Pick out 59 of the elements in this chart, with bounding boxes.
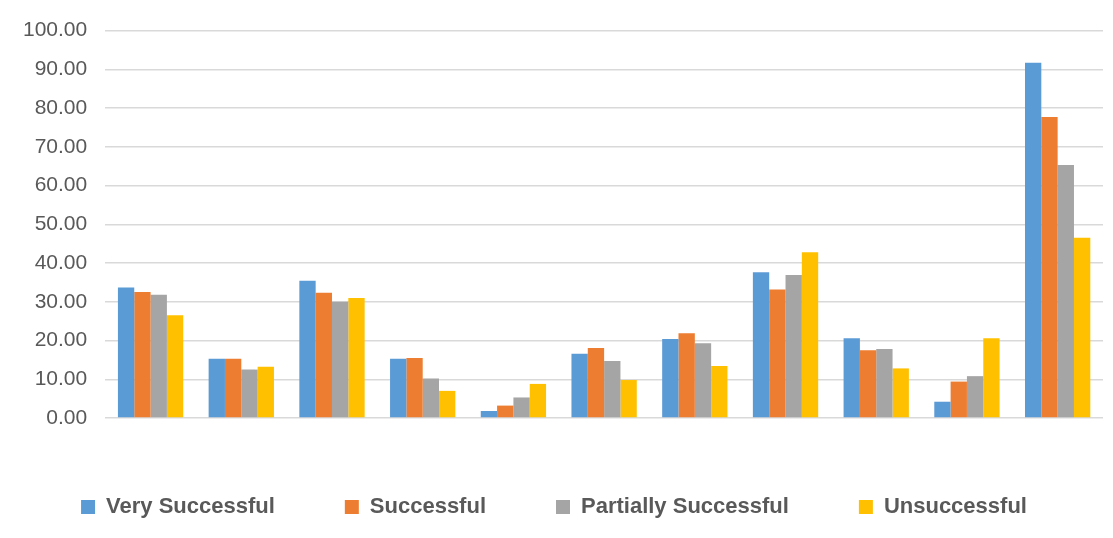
bar xyxy=(769,289,786,418)
bar xyxy=(529,383,547,418)
y-tick-label: 90.00 xyxy=(34,56,88,80)
legend-label: Partially Successful xyxy=(581,493,789,519)
legend-label: Successful xyxy=(369,493,487,519)
bar xyxy=(678,333,695,418)
bar xyxy=(208,358,225,418)
y-tick-label: 100.00 xyxy=(23,17,88,41)
bar xyxy=(439,390,456,418)
bar xyxy=(859,350,877,418)
bar xyxy=(513,397,530,418)
bar xyxy=(662,338,679,418)
bar xyxy=(134,292,151,418)
y-tick-label: 0.00 xyxy=(46,404,88,428)
bar xyxy=(332,301,349,418)
legend-label: Unsuccessful xyxy=(883,493,1027,519)
y-tick-label: 70.00 xyxy=(34,133,88,157)
bar xyxy=(587,347,605,418)
bar xyxy=(422,378,440,418)
y-tick-label: 80.00 xyxy=(34,94,88,118)
bar xyxy=(983,338,1000,418)
bar xyxy=(752,272,770,418)
bar xyxy=(966,376,984,418)
bar xyxy=(224,358,242,418)
legend-label: Very Successful xyxy=(106,493,275,519)
bar xyxy=(1024,62,1042,418)
bar xyxy=(241,369,258,418)
bar xyxy=(299,280,316,418)
bar xyxy=(315,292,332,418)
y-tick-label: 30.00 xyxy=(34,288,88,312)
bar xyxy=(406,357,423,418)
bar xyxy=(117,287,135,418)
y-tick-label: 20.00 xyxy=(34,327,88,351)
bar xyxy=(390,358,407,418)
bar xyxy=(150,294,167,418)
y-tick-label: 40.00 xyxy=(34,249,88,273)
y-tick-label: 60.00 xyxy=(34,172,88,196)
bar xyxy=(892,368,909,418)
bar xyxy=(694,343,712,418)
bar xyxy=(1057,165,1074,418)
bar xyxy=(257,366,274,418)
bar xyxy=(571,353,588,418)
bar xyxy=(1041,116,1058,418)
bar xyxy=(604,361,621,418)
bar xyxy=(934,401,951,418)
bar xyxy=(166,315,184,418)
bar xyxy=(1073,237,1091,418)
bar xyxy=(480,411,498,418)
bar xyxy=(950,381,967,418)
bar xyxy=(711,366,728,418)
bar xyxy=(843,338,860,418)
bar xyxy=(785,275,802,418)
bar xyxy=(620,380,637,418)
bar xyxy=(801,252,819,418)
bar xyxy=(348,297,365,418)
y-tick-label: 10.00 xyxy=(34,366,88,390)
bar xyxy=(497,405,514,418)
bar xyxy=(876,349,893,418)
y-tick-label: 50.00 xyxy=(34,211,88,235)
